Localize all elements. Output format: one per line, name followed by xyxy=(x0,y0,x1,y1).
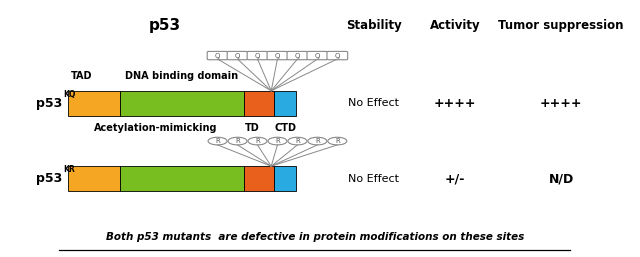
Text: Both p53 mutants  are defective in protein modifications on these sites: Both p53 mutants are defective in protei… xyxy=(106,232,524,242)
Text: Q: Q xyxy=(315,53,320,59)
Text: KQ: KQ xyxy=(63,90,76,99)
Text: Q: Q xyxy=(255,53,260,59)
Bar xyxy=(68,91,120,116)
FancyBboxPatch shape xyxy=(327,51,348,60)
Text: ++++: ++++ xyxy=(540,97,582,110)
Text: N/D: N/D xyxy=(548,172,573,185)
Text: R: R xyxy=(215,138,220,144)
Text: +/-: +/- xyxy=(445,172,465,185)
Text: p53: p53 xyxy=(36,172,62,185)
Text: KR: KR xyxy=(63,166,75,175)
Text: p53: p53 xyxy=(36,97,62,110)
Text: CTD: CTD xyxy=(274,123,296,133)
FancyBboxPatch shape xyxy=(287,51,308,60)
Text: p53: p53 xyxy=(149,18,181,33)
Text: Q: Q xyxy=(215,53,220,59)
Text: R: R xyxy=(335,138,340,144)
Bar xyxy=(120,91,244,116)
Bar xyxy=(275,91,296,116)
Text: No Effect: No Effect xyxy=(348,98,399,108)
Text: ++++: ++++ xyxy=(434,97,476,110)
FancyBboxPatch shape xyxy=(207,51,228,60)
FancyBboxPatch shape xyxy=(307,51,328,60)
Text: Acetylation-mimicking: Acetylation-mimicking xyxy=(94,123,218,133)
Text: No Effect: No Effect xyxy=(348,174,399,184)
Bar xyxy=(120,166,244,191)
Text: Q: Q xyxy=(275,53,280,59)
Text: Q: Q xyxy=(235,53,240,59)
Bar xyxy=(275,166,296,191)
Text: Q: Q xyxy=(335,53,340,59)
Text: R: R xyxy=(295,138,300,144)
Text: TD: TD xyxy=(245,123,260,133)
FancyBboxPatch shape xyxy=(227,51,248,60)
Text: R: R xyxy=(235,138,240,144)
Text: Activity: Activity xyxy=(429,19,481,32)
Bar xyxy=(244,166,275,191)
Text: DNA binding domain: DNA binding domain xyxy=(125,71,238,81)
FancyBboxPatch shape xyxy=(247,51,268,60)
Text: Stability: Stability xyxy=(346,19,402,32)
Text: Q: Q xyxy=(294,53,300,59)
Text: R: R xyxy=(315,138,320,144)
FancyBboxPatch shape xyxy=(267,51,288,60)
Text: R: R xyxy=(255,138,260,144)
Text: Tumor suppression: Tumor suppression xyxy=(499,19,624,32)
Text: TAD: TAD xyxy=(70,71,92,81)
Text: R: R xyxy=(275,138,280,144)
Bar xyxy=(68,166,120,191)
Bar xyxy=(244,91,275,116)
